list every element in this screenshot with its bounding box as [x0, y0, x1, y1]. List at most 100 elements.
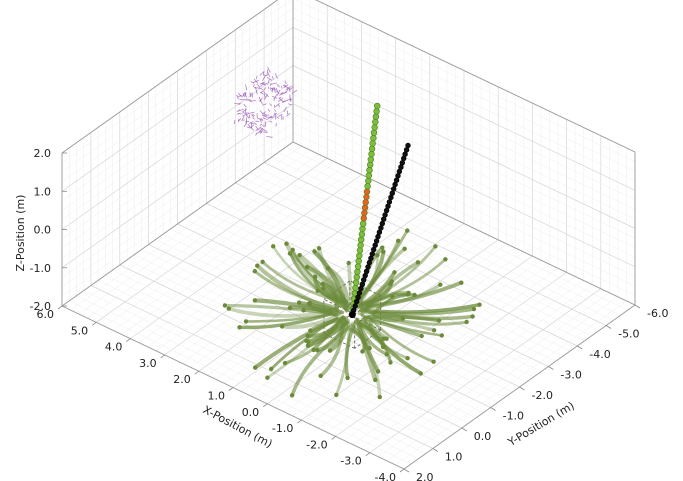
grid-left-wall [61, 0, 294, 307]
x-tick-label: 6.0 [37, 308, 55, 321]
streamline [320, 281, 339, 313]
streamline-end-marker [443, 257, 448, 262]
gridline [292, 46, 636, 210]
tick-mark [160, 354, 165, 359]
black-trajectory-marker [368, 255, 374, 261]
green-trajectory-marker [371, 124, 378, 131]
streamline-end-marker [260, 259, 265, 264]
streamline-end-marker [316, 246, 322, 251]
y-tick-label: 0.0 [474, 430, 492, 443]
green-trajectory-marker [360, 215, 367, 222]
black-trajectory-marker [363, 268, 370, 274]
gridline [155, 239, 498, 403]
gridline [278, 152, 621, 316]
black-trajectory-marker [405, 142, 411, 149]
black-trajectory-marker [391, 186, 397, 192]
streamline-end-marker [284, 241, 289, 246]
streamline-end-marker [412, 292, 417, 298]
green-trajectory-marker [365, 172, 373, 179]
gridline [76, 295, 419, 460]
black-trajectory [348, 142, 411, 319]
field-vector [269, 116, 273, 119]
streamline-end-marker [305, 343, 311, 348]
field-vector [259, 87, 264, 91]
streamline [334, 321, 351, 397]
green-trajectory-marker [353, 274, 360, 281]
gridline [61, 36, 294, 202]
field-vector [244, 93, 247, 98]
axis-edge [61, 0, 279, 154]
streamline-end-marker [226, 306, 231, 311]
streamline-end-marker [327, 348, 333, 353]
green-trajectory-marker [355, 257, 362, 265]
green-trajectory-marker [370, 129, 378, 136]
field-vector [274, 73, 278, 79]
green-trajectory-marker [366, 167, 373, 174]
gridline [292, 65, 636, 229]
streamline-end-marker [255, 263, 260, 268]
field-vector [238, 118, 240, 122]
y-tick-label: -3.0 [560, 369, 581, 382]
streamline-end-marker [380, 245, 385, 250]
streamline-end-marker [402, 246, 407, 251]
streamline-end-marker [405, 356, 410, 361]
x-tick-label: -3.0 [340, 455, 361, 468]
field-vector [258, 96, 261, 102]
field-vector [266, 136, 273, 138]
green-trajectory-marker [361, 209, 368, 217]
z-axis-title: Z-Position (m) [14, 195, 27, 272]
streamline [359, 302, 482, 314]
tick-mark [432, 448, 439, 452]
field-vector [285, 85, 292, 90]
streamline-end-marker [470, 314, 475, 319]
green-trajectory-marker [358, 231, 366, 238]
black-trajectory-marker [356, 290, 363, 296]
field-vector [256, 130, 262, 134]
x-tick-label: 1.0 [208, 390, 226, 403]
tick-mark [331, 436, 336, 440]
green-trajectory-marker [370, 134, 377, 142]
streamline-end-marker [377, 394, 382, 400]
field-vector [247, 126, 251, 129]
green-trajectory-marker [372, 113, 380, 120]
streamline-end-marker [312, 274, 318, 279]
gridline [242, 177, 585, 342]
streamline-end-marker [431, 359, 436, 364]
field-vector [252, 117, 255, 120]
field-vector [263, 94, 268, 101]
field-vector [263, 87, 267, 91]
field-vector [283, 84, 289, 89]
gridline [292, 132, 636, 296]
z-tick-label: -2.0 [30, 300, 51, 313]
black-trajectory-marker [375, 233, 381, 240]
green-trajectory-marker [365, 177, 372, 185]
field-vector [263, 112, 268, 117]
green-trajectory-marker [367, 156, 374, 163]
streamline-end-marker [400, 316, 405, 321]
field-vector [275, 87, 279, 93]
green-trajectory-marker [357, 241, 364, 249]
streamline [313, 274, 349, 304]
field-vector [286, 87, 290, 91]
field-vector [248, 111, 255, 114]
green-trajectory-marker [368, 145, 376, 153]
streamline-end-marker [381, 344, 386, 350]
black-trajectory-marker [393, 177, 400, 183]
gridline [235, 182, 578, 347]
y-tick-label: -5.0 [618, 328, 639, 341]
field-vector [257, 84, 261, 88]
green-trajectory-marker [354, 268, 361, 275]
streamline-end-marker [346, 260, 351, 266]
streamline [357, 257, 447, 309]
x-tick-label: 4.0 [105, 341, 123, 354]
field-vector [263, 91, 266, 98]
streamline [368, 311, 405, 323]
field-vector [267, 72, 271, 77]
streamline-end-marker [237, 325, 242, 330]
field-vector [278, 104, 280, 108]
field-vector [242, 113, 247, 117]
field-vector [276, 84, 280, 88]
field-vector [253, 83, 255, 88]
field-vector [244, 92, 247, 96]
green-trajectory-marker [367, 161, 374, 169]
